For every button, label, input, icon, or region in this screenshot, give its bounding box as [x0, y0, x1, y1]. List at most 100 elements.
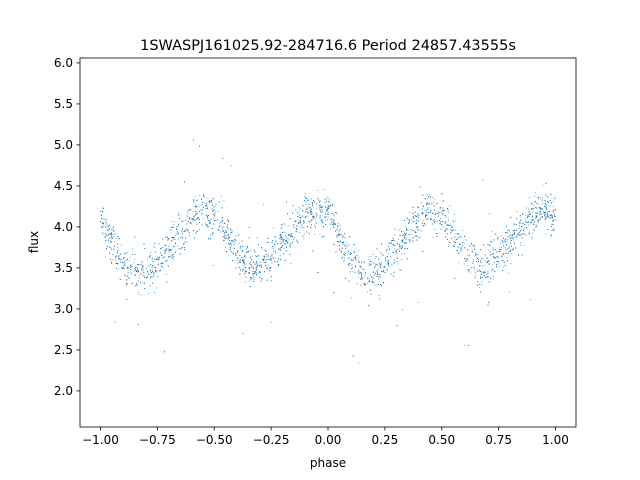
data-point — [172, 221, 173, 222]
data-point — [482, 272, 484, 274]
data-point — [134, 258, 135, 260]
data-point — [476, 260, 477, 262]
data-point — [417, 229, 419, 230]
data-point — [400, 235, 401, 237]
data-point — [330, 228, 332, 229]
data-point — [303, 220, 305, 221]
data-point — [138, 294, 140, 295]
data-point — [528, 197, 530, 198]
data-point — [401, 253, 403, 255]
data-point — [205, 215, 207, 217]
data-point — [279, 254, 281, 256]
data-point — [534, 191, 536, 193]
data-point — [225, 237, 227, 239]
data-point — [378, 258, 380, 260]
data-point — [373, 262, 375, 264]
data-point — [342, 235, 344, 237]
data-point — [458, 253, 460, 255]
data-point — [442, 213, 444, 215]
data-point — [187, 230, 189, 232]
data-point — [491, 263, 493, 265]
data-point — [511, 236, 512, 238]
data-point — [200, 209, 201, 211]
data-point — [374, 284, 376, 286]
data-point — [132, 266, 133, 267]
data-point — [170, 254, 172, 256]
data-point — [525, 220, 527, 222]
data-point — [331, 222, 332, 223]
data-point — [104, 234, 106, 236]
data-point — [466, 260, 468, 261]
data-point — [501, 247, 502, 248]
data-point — [316, 216, 317, 218]
data-point — [261, 248, 263, 250]
data-point — [160, 248, 162, 250]
data-point — [526, 216, 528, 218]
data-point — [341, 258, 343, 259]
data-point — [387, 264, 389, 266]
data-point — [455, 233, 457, 235]
data-point — [263, 204, 265, 206]
data-point — [228, 255, 229, 257]
data-point — [523, 227, 525, 229]
data-point — [344, 257, 345, 259]
data-point — [503, 266, 504, 268]
data-point — [530, 214, 532, 216]
data-point — [340, 251, 342, 253]
data-point — [447, 209, 449, 210]
data-point — [539, 211, 541, 213]
data-point — [446, 228, 448, 229]
data-point — [517, 233, 518, 235]
data-point — [368, 281, 369, 282]
data-point — [272, 256, 274, 258]
data-point — [394, 248, 395, 250]
data-point — [524, 218, 526, 220]
data-point — [316, 203, 317, 205]
data-point — [485, 260, 486, 262]
data-point — [319, 208, 320, 210]
data-point — [224, 238, 226, 240]
data-point — [137, 292, 139, 294]
data-point — [128, 260, 130, 262]
data-point — [293, 239, 294, 241]
data-point — [402, 309, 404, 310]
data-point — [542, 202, 543, 204]
data-point — [352, 267, 353, 268]
data-point — [172, 259, 174, 260]
data-point — [289, 244, 291, 246]
data-point — [333, 226, 334, 228]
data-point — [193, 202, 195, 203]
data-point — [273, 227, 274, 229]
data-point — [532, 212, 533, 214]
data-point — [203, 217, 205, 219]
data-point — [271, 262, 273, 264]
data-point — [281, 237, 282, 239]
data-point — [416, 215, 418, 217]
data-point — [332, 205, 333, 207]
data-point — [178, 212, 179, 214]
data-point — [105, 256, 106, 258]
data-point — [280, 238, 282, 240]
data-point — [493, 256, 495, 258]
data-point — [183, 244, 185, 245]
data-point — [403, 234, 404, 236]
data-point — [405, 239, 407, 241]
data-point — [270, 321, 272, 323]
data-point — [445, 228, 447, 229]
data-point — [177, 238, 179, 240]
data-point — [510, 242, 511, 244]
data-point — [116, 260, 118, 262]
data-point — [498, 263, 499, 265]
data-point — [175, 249, 177, 251]
data-point — [376, 276, 378, 278]
data-point — [484, 276, 486, 278]
data-point — [224, 222, 226, 224]
data-point — [410, 233, 412, 235]
data-point — [193, 200, 195, 202]
data-point — [282, 231, 284, 233]
data-point — [510, 237, 511, 239]
data-point — [545, 205, 547, 207]
data-point — [273, 251, 274, 253]
data-point — [238, 242, 240, 244]
